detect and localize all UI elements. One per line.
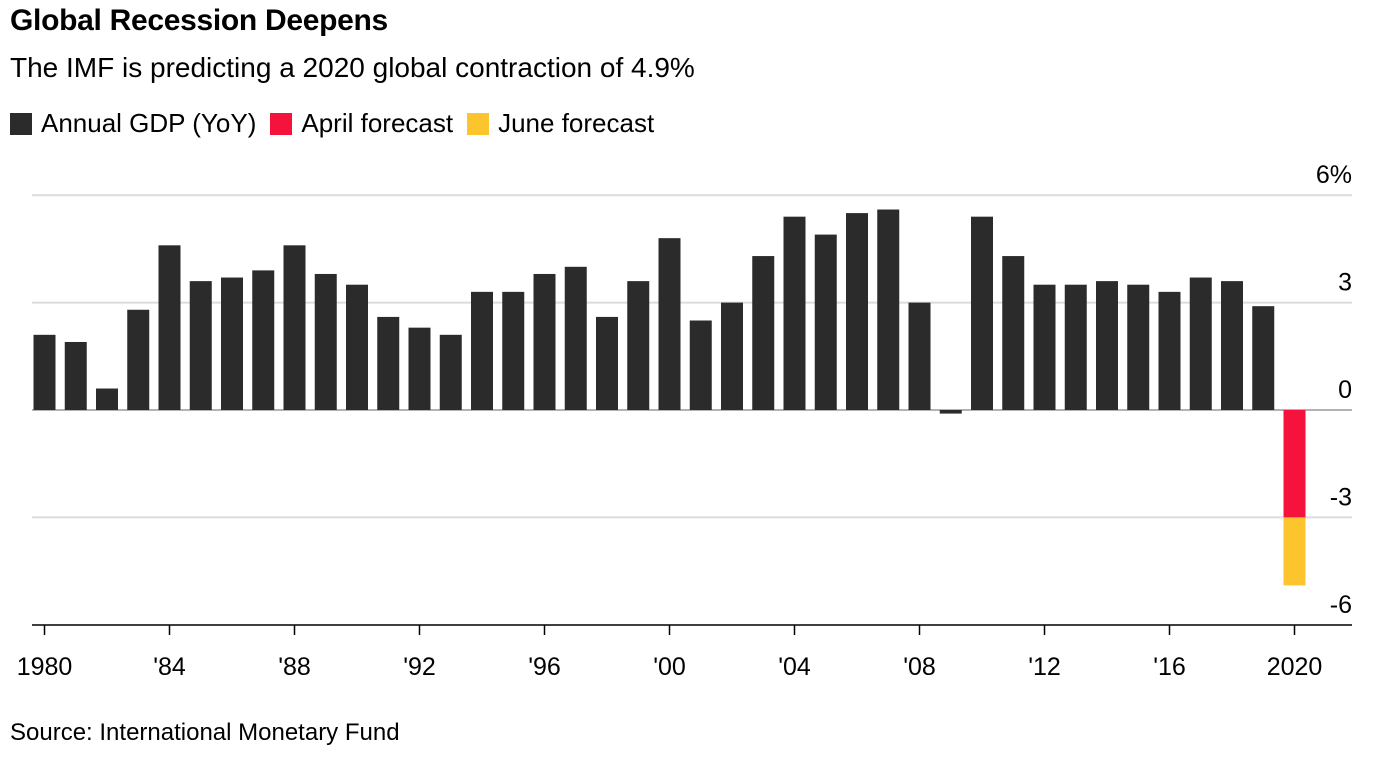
- legend-label-june-forecast: June forecast: [498, 108, 655, 138]
- bar-1980: [33, 334, 56, 410]
- bar-1997: [564, 266, 587, 410]
- bar-1992: [408, 327, 431, 410]
- bar-1990: [346, 284, 368, 410]
- y-tick-label-6: 6%: [1316, 161, 1352, 189]
- legend-item-april-forecast: April forecast: [270, 108, 453, 139]
- y-tick-label-neg6: -6: [1330, 591, 1352, 619]
- bar-1995: [502, 291, 525, 410]
- legend-label-april-forecast: April forecast: [301, 108, 454, 138]
- bar-1982: [96, 388, 118, 410]
- bar-1993: [439, 334, 462, 410]
- bar-2011: [1002, 256, 1025, 410]
- bar-1989: [314, 273, 337, 410]
- bar-1985: [189, 281, 212, 410]
- bar-2008: [908, 302, 931, 410]
- bar-2005: [814, 234, 837, 410]
- bar-2017: [1189, 277, 1212, 410]
- bar-1994: [471, 291, 493, 410]
- bar-2004: [783, 216, 806, 410]
- bar-2002: [721, 302, 743, 410]
- bar-1996: [533, 273, 556, 410]
- bar-2018: [1221, 281, 1243, 410]
- x-tick-label-1992: '92: [403, 653, 436, 681]
- bar-2006: [846, 213, 868, 410]
- bar-2019: [1252, 306, 1275, 410]
- x-tick-label-2020: 2020: [1267, 653, 1323, 681]
- bar-2010: [971, 216, 993, 410]
- legend: Annual GDP (YoY) April forecast June for…: [10, 108, 668, 139]
- x-tick-label-2000: '00: [653, 653, 686, 681]
- bar-1991: [377, 316, 400, 410]
- legend-swatch-june-forecast: [467, 112, 490, 135]
- x-tick-label-2016: '16: [1153, 653, 1186, 681]
- chart-source: Source: International Monetary Fund: [10, 719, 400, 746]
- bar-2016: [1158, 291, 1181, 410]
- y-tick-label-neg3: -3: [1330, 483, 1352, 511]
- x-tick-label-2004: '04: [778, 653, 811, 681]
- bar-2009: [939, 410, 962, 414]
- chart-subtitle: The IMF is predicting a 2020 global cont…: [10, 52, 695, 83]
- bar-2015: [1127, 284, 1150, 410]
- legend-swatch-annual-gdp: [10, 112, 32, 135]
- bar-2001: [689, 320, 712, 410]
- y-tick-label-0: 0: [1338, 376, 1352, 404]
- bar-2003: [752, 256, 775, 410]
- bar-1986: [221, 277, 243, 410]
- x-tick-label-1996: '96: [528, 653, 561, 681]
- bar-2000: [658, 238, 681, 410]
- x-tick-label-2012: '12: [1028, 653, 1061, 681]
- bar-1984: [158, 245, 181, 410]
- bar-1999: [627, 281, 650, 410]
- legend-item-annual-gdp: Annual GDP (YoY): [10, 108, 256, 139]
- chart-title: Global Recession Deepens: [10, 4, 388, 37]
- legend-item-june-forecast: June forecast: [467, 108, 654, 139]
- bar-1983: [127, 309, 150, 410]
- legend-swatch-april-forecast: [270, 112, 293, 135]
- bar-2020-june-forecast: [1283, 517, 1306, 586]
- x-tick-label-1984: '84: [153, 653, 186, 681]
- x-tick-label-1980: 1980: [17, 653, 73, 681]
- x-tick-label-1988: '88: [278, 653, 311, 681]
- bar-2014: [1096, 281, 1118, 410]
- bar-1987: [252, 270, 275, 410]
- bar-1981: [64, 341, 87, 410]
- bar-2020-april-forecast: [1283, 410, 1306, 518]
- bar-1998: [596, 316, 618, 410]
- bar-2012: [1033, 284, 1056, 410]
- bar-2007: [877, 209, 900, 410]
- y-tick-label-3: 3: [1338, 269, 1352, 297]
- bar-1988: [283, 245, 306, 410]
- x-tick-label-2008: '08: [903, 653, 936, 681]
- legend-label-annual-gdp: Annual GDP (YoY): [41, 108, 257, 138]
- bar-2013: [1064, 284, 1087, 410]
